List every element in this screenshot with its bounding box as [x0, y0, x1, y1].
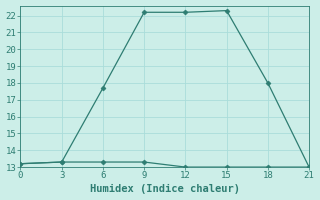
X-axis label: Humidex (Indice chaleur): Humidex (Indice chaleur): [90, 184, 240, 194]
